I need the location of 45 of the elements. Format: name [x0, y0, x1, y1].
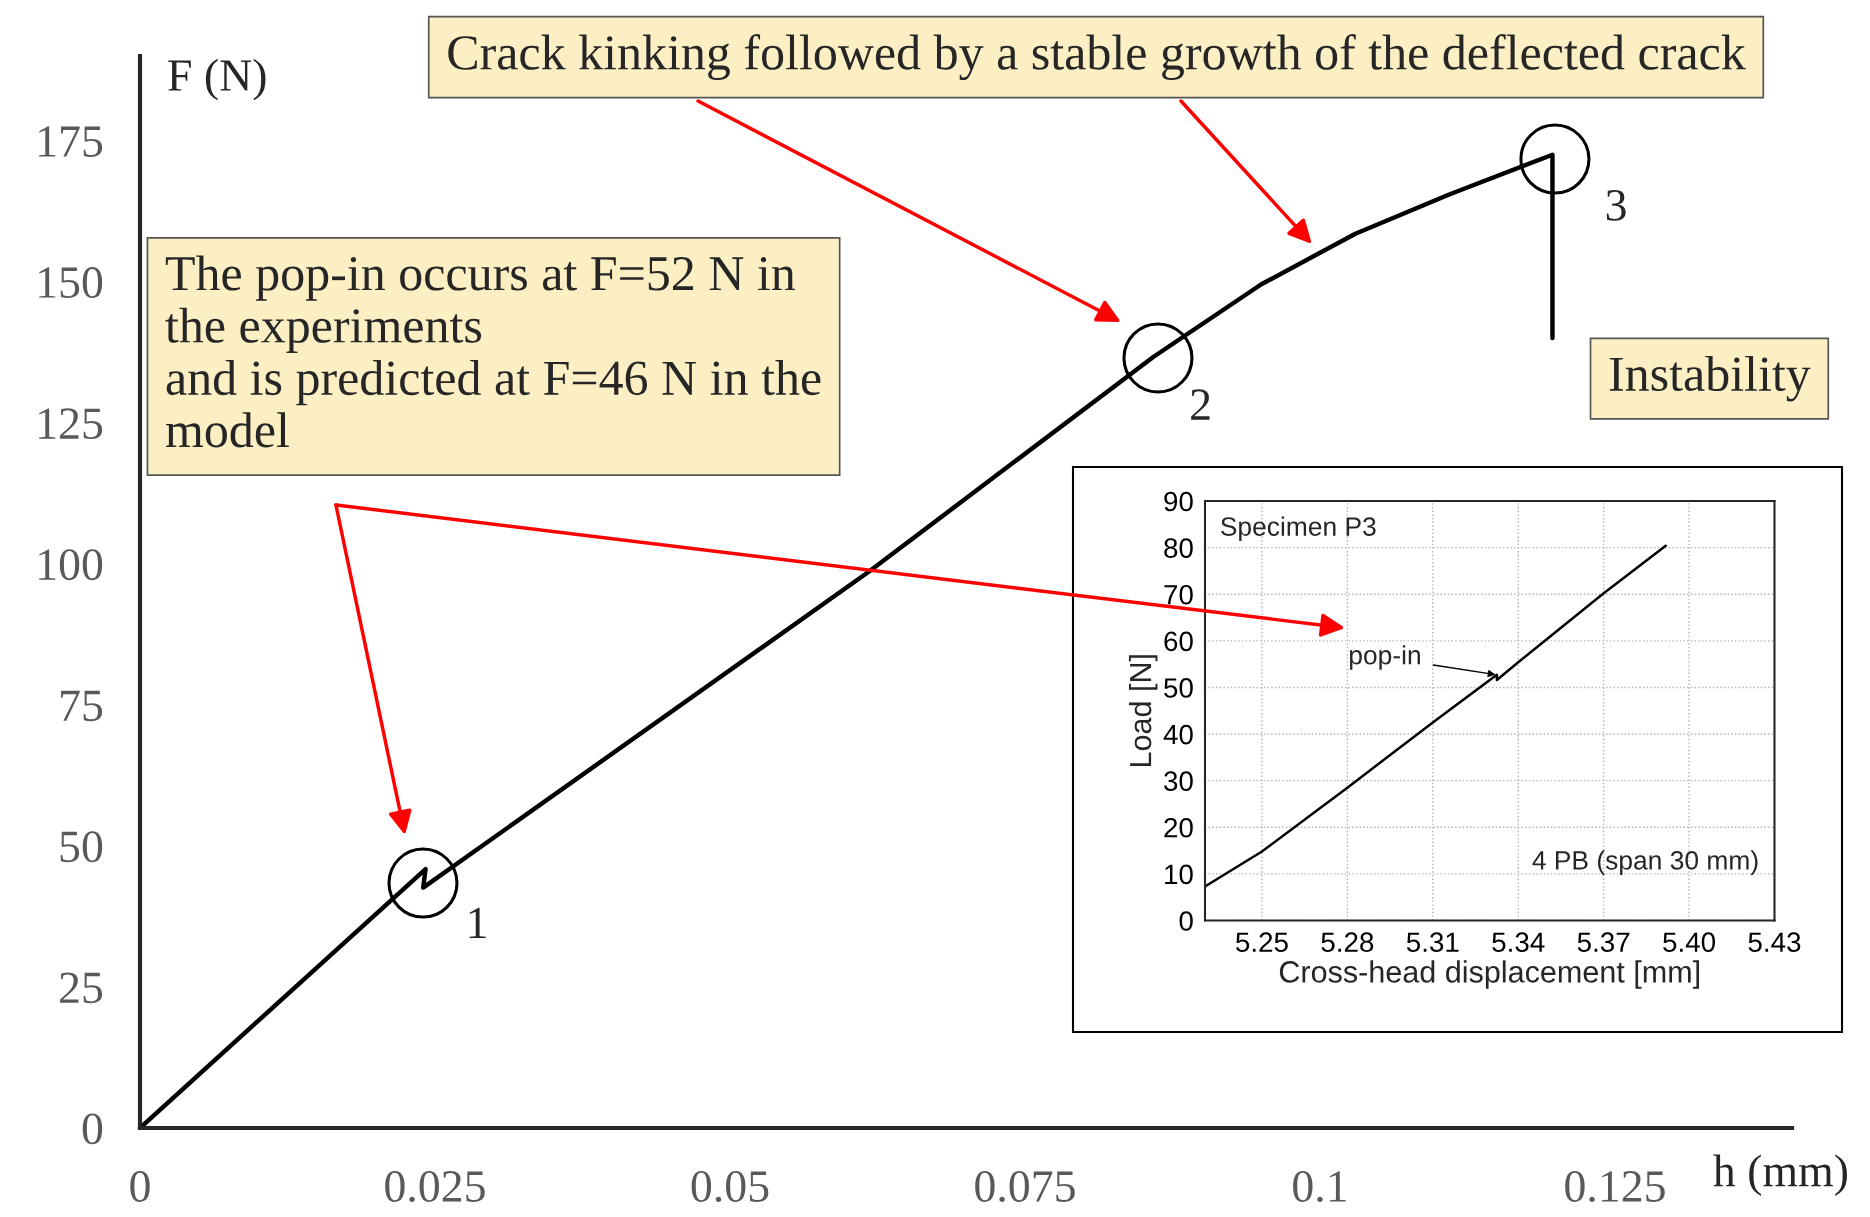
x-tick-label: 0.1 [1293, 1170, 1346, 1203]
x-tick-label: 0.075 [975, 1170, 1075, 1203]
y-tick-label: 150 [39, 267, 103, 299]
y-tick-label: 80 [1164, 538, 1193, 558]
annotation: 4 PB (span 30 mm) [1532, 850, 1758, 875]
y-tick-label: 100 [39, 549, 103, 581]
y-tick-label: 70 [1164, 584, 1193, 605]
annotation: 2 [1191, 389, 1210, 420]
x-tick-label: 5.34 [1492, 932, 1545, 953]
x-tick-label: 5.25 [1236, 932, 1288, 953]
annotation: Instability [1609, 355, 1811, 402]
y-axis-title: Load [N] [1128, 655, 1158, 766]
x-tick-label: 5.37 [1577, 932, 1630, 953]
y-tick-label: 30 [1164, 771, 1193, 792]
y-tick-label: 0 [1179, 911, 1193, 931]
annotation: The pop-in occurs at F=52 N in the experiments and is predicted at F=46 N in the model [165, 255, 821, 448]
annotation: Crack kinking followed by a stable growth of the deflected crack [448, 34, 1746, 81]
x-tick-label: 5.43 [1748, 932, 1801, 953]
y-tick-label: 20 [1164, 817, 1193, 838]
x-tick-label: 0.125 [1565, 1170, 1665, 1203]
annotation: 3 [1606, 189, 1626, 221]
y-tick-label: 0 [82, 1113, 103, 1145]
x-tick-label: 5.28 [1321, 932, 1374, 953]
y-tick-label: 175 [39, 126, 103, 157]
annotation: pop-in [1349, 645, 1420, 670]
y-tick-label: 60 [1164, 631, 1193, 652]
x-tick-label: 5.31 [1406, 932, 1459, 953]
x-axis-title: Cross-head displacement [mm] [1279, 960, 1700, 989]
y-tick-label: 10 [1165, 864, 1193, 885]
y-tick-label: 90 [1164, 491, 1193, 512]
y-tick-label: 25 [60, 972, 103, 1004]
y-tick-label: 40 [1163, 724, 1193, 745]
x-axis-title: h (mm) [1713, 1154, 1847, 1196]
y-axis-title: F (N) [168, 58, 266, 101]
line-series [1205, 544, 1667, 888]
annotation: Specimen P3 [1221, 516, 1376, 542]
y-tick-label: 50 [60, 831, 103, 863]
annotation: 1 [469, 907, 486, 939]
x-tick-label: 0.05 [691, 1170, 769, 1203]
y-tick-label: 50 [1164, 678, 1193, 698]
x-tick-label: 0.025 [385, 1170, 485, 1203]
y-tick-label: 75 [61, 690, 103, 722]
x-tick-label: 5.40 [1663, 932, 1716, 953]
x-tick-label: 0 [130, 1170, 150, 1202]
y-tick-label: 125 [39, 408, 103, 440]
